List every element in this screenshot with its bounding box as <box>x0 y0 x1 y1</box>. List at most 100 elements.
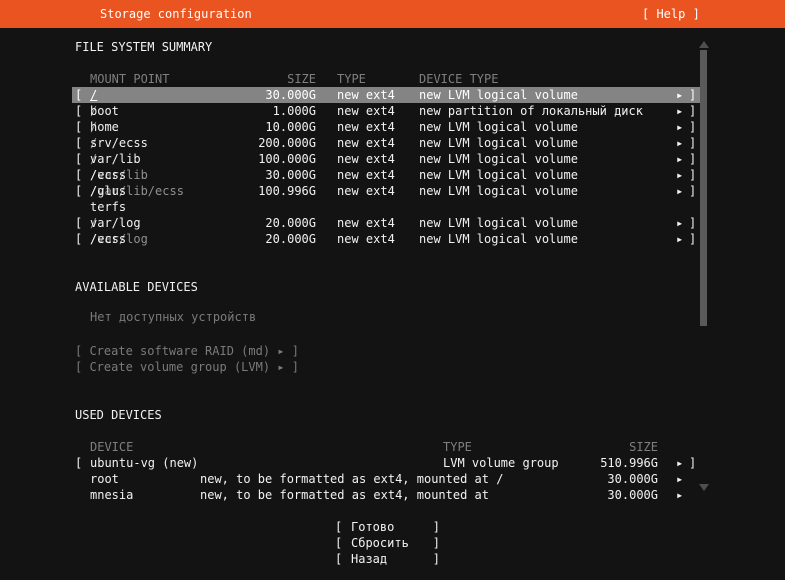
fs-row-glusterfs-wrap-line: terfs <box>0 199 785 215</box>
col-device: DEVICE <box>90 440 134 454</box>
bracket-open: [ <box>335 520 343 534</box>
fs-row-boot[interactable]: [ / boot 1.000G new ext4 new partition of… <box>0 103 785 119</box>
expand-arrow-icon[interactable]: ▸ <box>676 184 684 198</box>
back-button-label: Назад <box>351 552 388 566</box>
scrollbar-down-arrow-icon[interactable] <box>699 484 709 491</box>
size-value: 200.000G <box>258 136 316 150</box>
bracket-open: [ <box>335 536 343 550</box>
bracket-close: ] <box>432 536 440 550</box>
expand-arrow-icon[interactable]: ▸ <box>676 456 684 470</box>
title-bar: Storage configuration [ Help ] <box>0 0 785 28</box>
create-lvm-button[interactable]: [ Create volume group (LVM) ▸ ] <box>75 360 299 374</box>
size-value: 10.000G <box>265 120 316 134</box>
mount-path: /ecss <box>90 168 127 182</box>
mount-path: /glus <box>90 184 127 198</box>
mount-point: / <box>90 88 98 102</box>
used-row-mnesia[interactable]: mnesia new, to be formatted as ext4, mou… <box>0 487 785 503</box>
type-value: new ext4 <box>337 168 395 182</box>
volume-size: 30.000G <box>607 488 658 502</box>
selection-highlight <box>72 87 700 103</box>
used-row-ubuntu-vg[interactable]: [ ubuntu-vg (new) LVM volume group 510.9… <box>0 455 785 471</box>
size-value: 1.000G <box>272 104 316 118</box>
bracket-close: ] <box>689 184 697 198</box>
size-value: 30.000G <box>265 168 316 182</box>
fs-row-var-lib-ecss-glusterfs[interactable]: [ /var/lib/ecss/glus 100.996G new ext4 n… <box>0 183 785 199</box>
mount-path: var/lib <box>90 152 141 166</box>
bracket-close: ] <box>689 216 697 230</box>
volume-size: 30.000G <box>607 472 658 486</box>
mount-dim-prefix: / <box>90 104 98 118</box>
page-title: Storage configuration <box>100 7 252 21</box>
device-type: LVM volume group <box>443 456 559 470</box>
expand-arrow-icon[interactable]: ▸ <box>676 152 684 166</box>
device-type-value: new LVM logical volume <box>419 136 578 150</box>
help-button[interactable]: [ Help ] <box>642 7 700 21</box>
type-value: new ext4 <box>337 232 395 246</box>
mount-dim-prefix: /var/lib/ecss <box>90 184 184 198</box>
device-type-value: new LVM logical volume <box>419 88 578 102</box>
expand-arrow-icon[interactable]: ▸ <box>676 488 684 502</box>
fs-summary-heading: FILE SYSTEM SUMMARY <box>75 40 213 54</box>
bracket-close: ] <box>432 520 440 534</box>
fs-row-home[interactable]: [ / home 10.000G new ext4 new LVM logical… <box>0 119 785 135</box>
type-value: new ext4 <box>337 104 395 118</box>
bracket-close: ] <box>689 88 697 102</box>
size-value: 20.000G <box>265 216 316 230</box>
fs-row-var-lib-ecss[interactable]: [ /var/lib/ecss 30.000G new ext4 new LVM… <box>0 167 785 183</box>
scrollbar-up-arrow-icon[interactable] <box>699 41 709 48</box>
bracket-close: ] <box>689 104 697 118</box>
mount-path: var/log <box>90 216 141 230</box>
expand-arrow-icon[interactable]: ▸ <box>676 472 684 486</box>
bracket-open: [ <box>75 216 83 230</box>
device-type-value: new LVM logical volume <box>419 184 578 198</box>
bracket-open: [ <box>75 104 83 118</box>
mount-path: boot <box>90 104 119 118</box>
bracket-close: ] <box>689 136 697 150</box>
device-type-value: new LVM logical volume <box>419 216 578 230</box>
expand-arrow-icon[interactable]: ▸ <box>676 232 684 246</box>
expand-arrow-icon[interactable]: ▸ <box>676 104 684 118</box>
fs-row-var-log-ecss[interactable]: [ /var/log/ecss 20.000G new ext4 new LVM… <box>0 231 785 247</box>
fs-row-root[interactable]: [ / 30.000G new ext4 new LVM logical vol… <box>0 87 785 103</box>
volume-name: mnesia <box>90 488 134 502</box>
create-raid-button[interactable]: [ Create software RAID (md) ▸ ] <box>75 344 299 358</box>
device-type-value: new LVM logical volume <box>419 152 578 166</box>
bracket-close: ] <box>689 456 697 470</box>
scrollbar-thumb[interactable] <box>700 50 707 326</box>
fs-row-var-log[interactable]: [ / var/log 20.000G new ext4 new LVM logi… <box>0 215 785 231</box>
bracket-open: [ <box>75 136 83 150</box>
size-value: 100.996G <box>258 184 316 198</box>
mount-dim-prefix: / <box>90 136 98 150</box>
size-value: 100.000G <box>258 152 316 166</box>
device-type-value: new partition of локальный диск <box>419 104 643 118</box>
type-value: new ext4 <box>337 152 395 166</box>
type-value: new ext4 <box>337 120 395 134</box>
volume-description: new, to be formatted as ext4, mounted at… <box>200 472 504 486</box>
mount-dim-prefix: / <box>90 152 98 166</box>
type-value: new ext4 <box>337 88 395 102</box>
type-value: new ext4 <box>337 136 395 150</box>
type-value: new ext4 <box>337 184 395 198</box>
expand-arrow-icon[interactable]: ▸ <box>676 120 684 134</box>
bracket-open: [ <box>75 184 83 198</box>
used-table-header: DEVICE TYPE SIZE <box>0 439 785 455</box>
bracket-close: ] <box>689 152 697 166</box>
done-button[interactable]: [ Готово ] <box>335 519 440 535</box>
fs-row-var-lib[interactable]: [ / var/lib 100.000G new ext4 new LVM log… <box>0 151 785 167</box>
mount-dim-prefix: / <box>90 120 98 134</box>
expand-arrow-icon[interactable]: ▸ <box>676 88 684 102</box>
fs-row-srv-ecss[interactable]: [ / srv/ecss 200.000G new ext4 new LVM lo… <box>0 135 785 151</box>
size-value: 20.000G <box>265 232 316 246</box>
type-value: new ext4 <box>337 216 395 230</box>
mount-path: srv/ecss <box>90 136 148 150</box>
mount-dim-prefix: /var/lib <box>90 168 148 182</box>
col-device-type: DEVICE TYPE <box>419 72 499 86</box>
reset-button[interactable]: [ Сбросить ] <box>335 535 440 551</box>
expand-arrow-icon[interactable]: ▸ <box>676 168 684 182</box>
done-button-label: Готово <box>351 520 395 534</box>
back-button[interactable]: [ Назад ] <box>335 551 440 567</box>
expand-arrow-icon[interactable]: ▸ <box>676 136 684 150</box>
used-row-root[interactable]: root new, to be formatted as ext4, mount… <box>0 471 785 487</box>
expand-arrow-icon[interactable]: ▸ <box>676 216 684 230</box>
